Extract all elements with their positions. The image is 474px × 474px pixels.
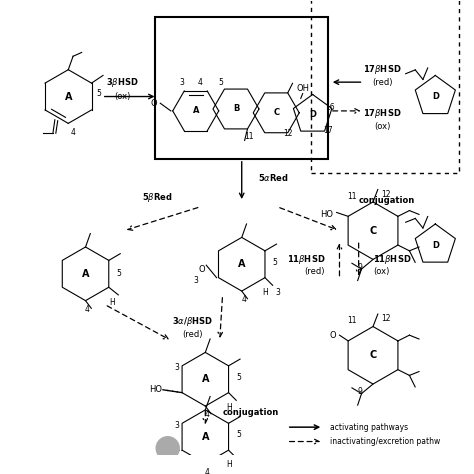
- Text: 5$\alpha$Red: 5$\alpha$Red: [258, 173, 289, 183]
- Text: 5: 5: [97, 89, 101, 98]
- Bar: [311, 0, 459, 173]
- Text: 3$\beta$HSD: 3$\beta$HSD: [106, 76, 138, 89]
- Text: 4: 4: [205, 410, 210, 419]
- Text: H: H: [227, 402, 232, 411]
- Text: A: A: [192, 106, 199, 115]
- Text: 3: 3: [193, 276, 198, 285]
- Text: 16: 16: [325, 102, 335, 111]
- Text: H: H: [109, 298, 115, 307]
- Text: 9: 9: [357, 387, 362, 396]
- Text: O: O: [329, 331, 336, 340]
- Text: 11: 11: [245, 132, 254, 141]
- Text: 5: 5: [237, 430, 241, 439]
- Text: 4: 4: [85, 305, 90, 314]
- Text: 5: 5: [237, 373, 241, 382]
- Text: O: O: [150, 99, 157, 108]
- Text: 3: 3: [276, 289, 281, 298]
- Text: C: C: [369, 226, 377, 236]
- Text: conjugation: conjugation: [359, 196, 415, 204]
- Text: D: D: [432, 241, 439, 250]
- Text: 3: 3: [174, 421, 179, 430]
- Text: B: B: [233, 104, 239, 113]
- Text: conjugation: conjugation: [223, 408, 279, 417]
- Text: 3$\alpha$/$\beta$HSD: 3$\alpha$/$\beta$HSD: [172, 315, 213, 328]
- Text: D: D: [309, 110, 316, 119]
- Text: C: C: [369, 350, 377, 360]
- Text: 11$\beta$HSD: 11$\beta$HSD: [373, 253, 411, 266]
- Text: HO: HO: [149, 385, 162, 394]
- Text: (red): (red): [373, 78, 393, 87]
- Text: (ox): (ox): [374, 122, 391, 131]
- Text: 5: 5: [117, 269, 121, 278]
- Text: O: O: [198, 264, 205, 273]
- Text: 11: 11: [347, 316, 357, 325]
- Text: 11: 11: [347, 191, 357, 201]
- Text: (ox): (ox): [114, 92, 130, 101]
- Text: 17$\beta$HSD: 17$\beta$HSD: [364, 107, 402, 120]
- Text: (red): (red): [182, 330, 203, 339]
- Text: 5: 5: [218, 78, 223, 87]
- Text: OH: OH: [296, 84, 309, 93]
- Text: inactivating/excretion pathw: inactivating/excretion pathw: [330, 437, 440, 446]
- Text: 12: 12: [283, 129, 292, 138]
- Text: A: A: [82, 269, 89, 279]
- Text: 4: 4: [197, 78, 202, 87]
- Text: (ox): (ox): [373, 267, 390, 276]
- Text: 11$\beta$HSD: 11$\beta$HSD: [287, 253, 325, 266]
- Text: A: A: [238, 259, 246, 269]
- Text: A: A: [201, 432, 209, 442]
- Text: HO: HO: [320, 210, 334, 219]
- Text: 4: 4: [71, 128, 75, 137]
- Circle shape: [156, 437, 179, 460]
- Text: 17$\beta$HSD: 17$\beta$HSD: [364, 63, 402, 76]
- Text: 3: 3: [180, 78, 185, 87]
- Text: (red): (red): [305, 267, 325, 276]
- Text: A: A: [201, 374, 209, 384]
- Text: 5$\beta$Red: 5$\beta$Red: [142, 191, 173, 204]
- Bar: [155, 17, 328, 159]
- Text: A: A: [64, 91, 72, 101]
- Text: activating pathways: activating pathways: [330, 423, 408, 432]
- Text: H: H: [262, 289, 268, 298]
- Text: 17: 17: [323, 126, 333, 135]
- Text: C: C: [273, 109, 279, 118]
- Text: 9: 9: [357, 263, 362, 272]
- Text: 5: 5: [273, 258, 278, 267]
- Text: 12: 12: [382, 190, 391, 199]
- Text: 4: 4: [205, 468, 210, 474]
- Text: 4: 4: [241, 295, 246, 304]
- Text: 12: 12: [382, 314, 391, 323]
- Text: 3: 3: [174, 363, 179, 372]
- Text: D: D: [432, 92, 439, 101]
- Text: H: H: [227, 460, 232, 469]
